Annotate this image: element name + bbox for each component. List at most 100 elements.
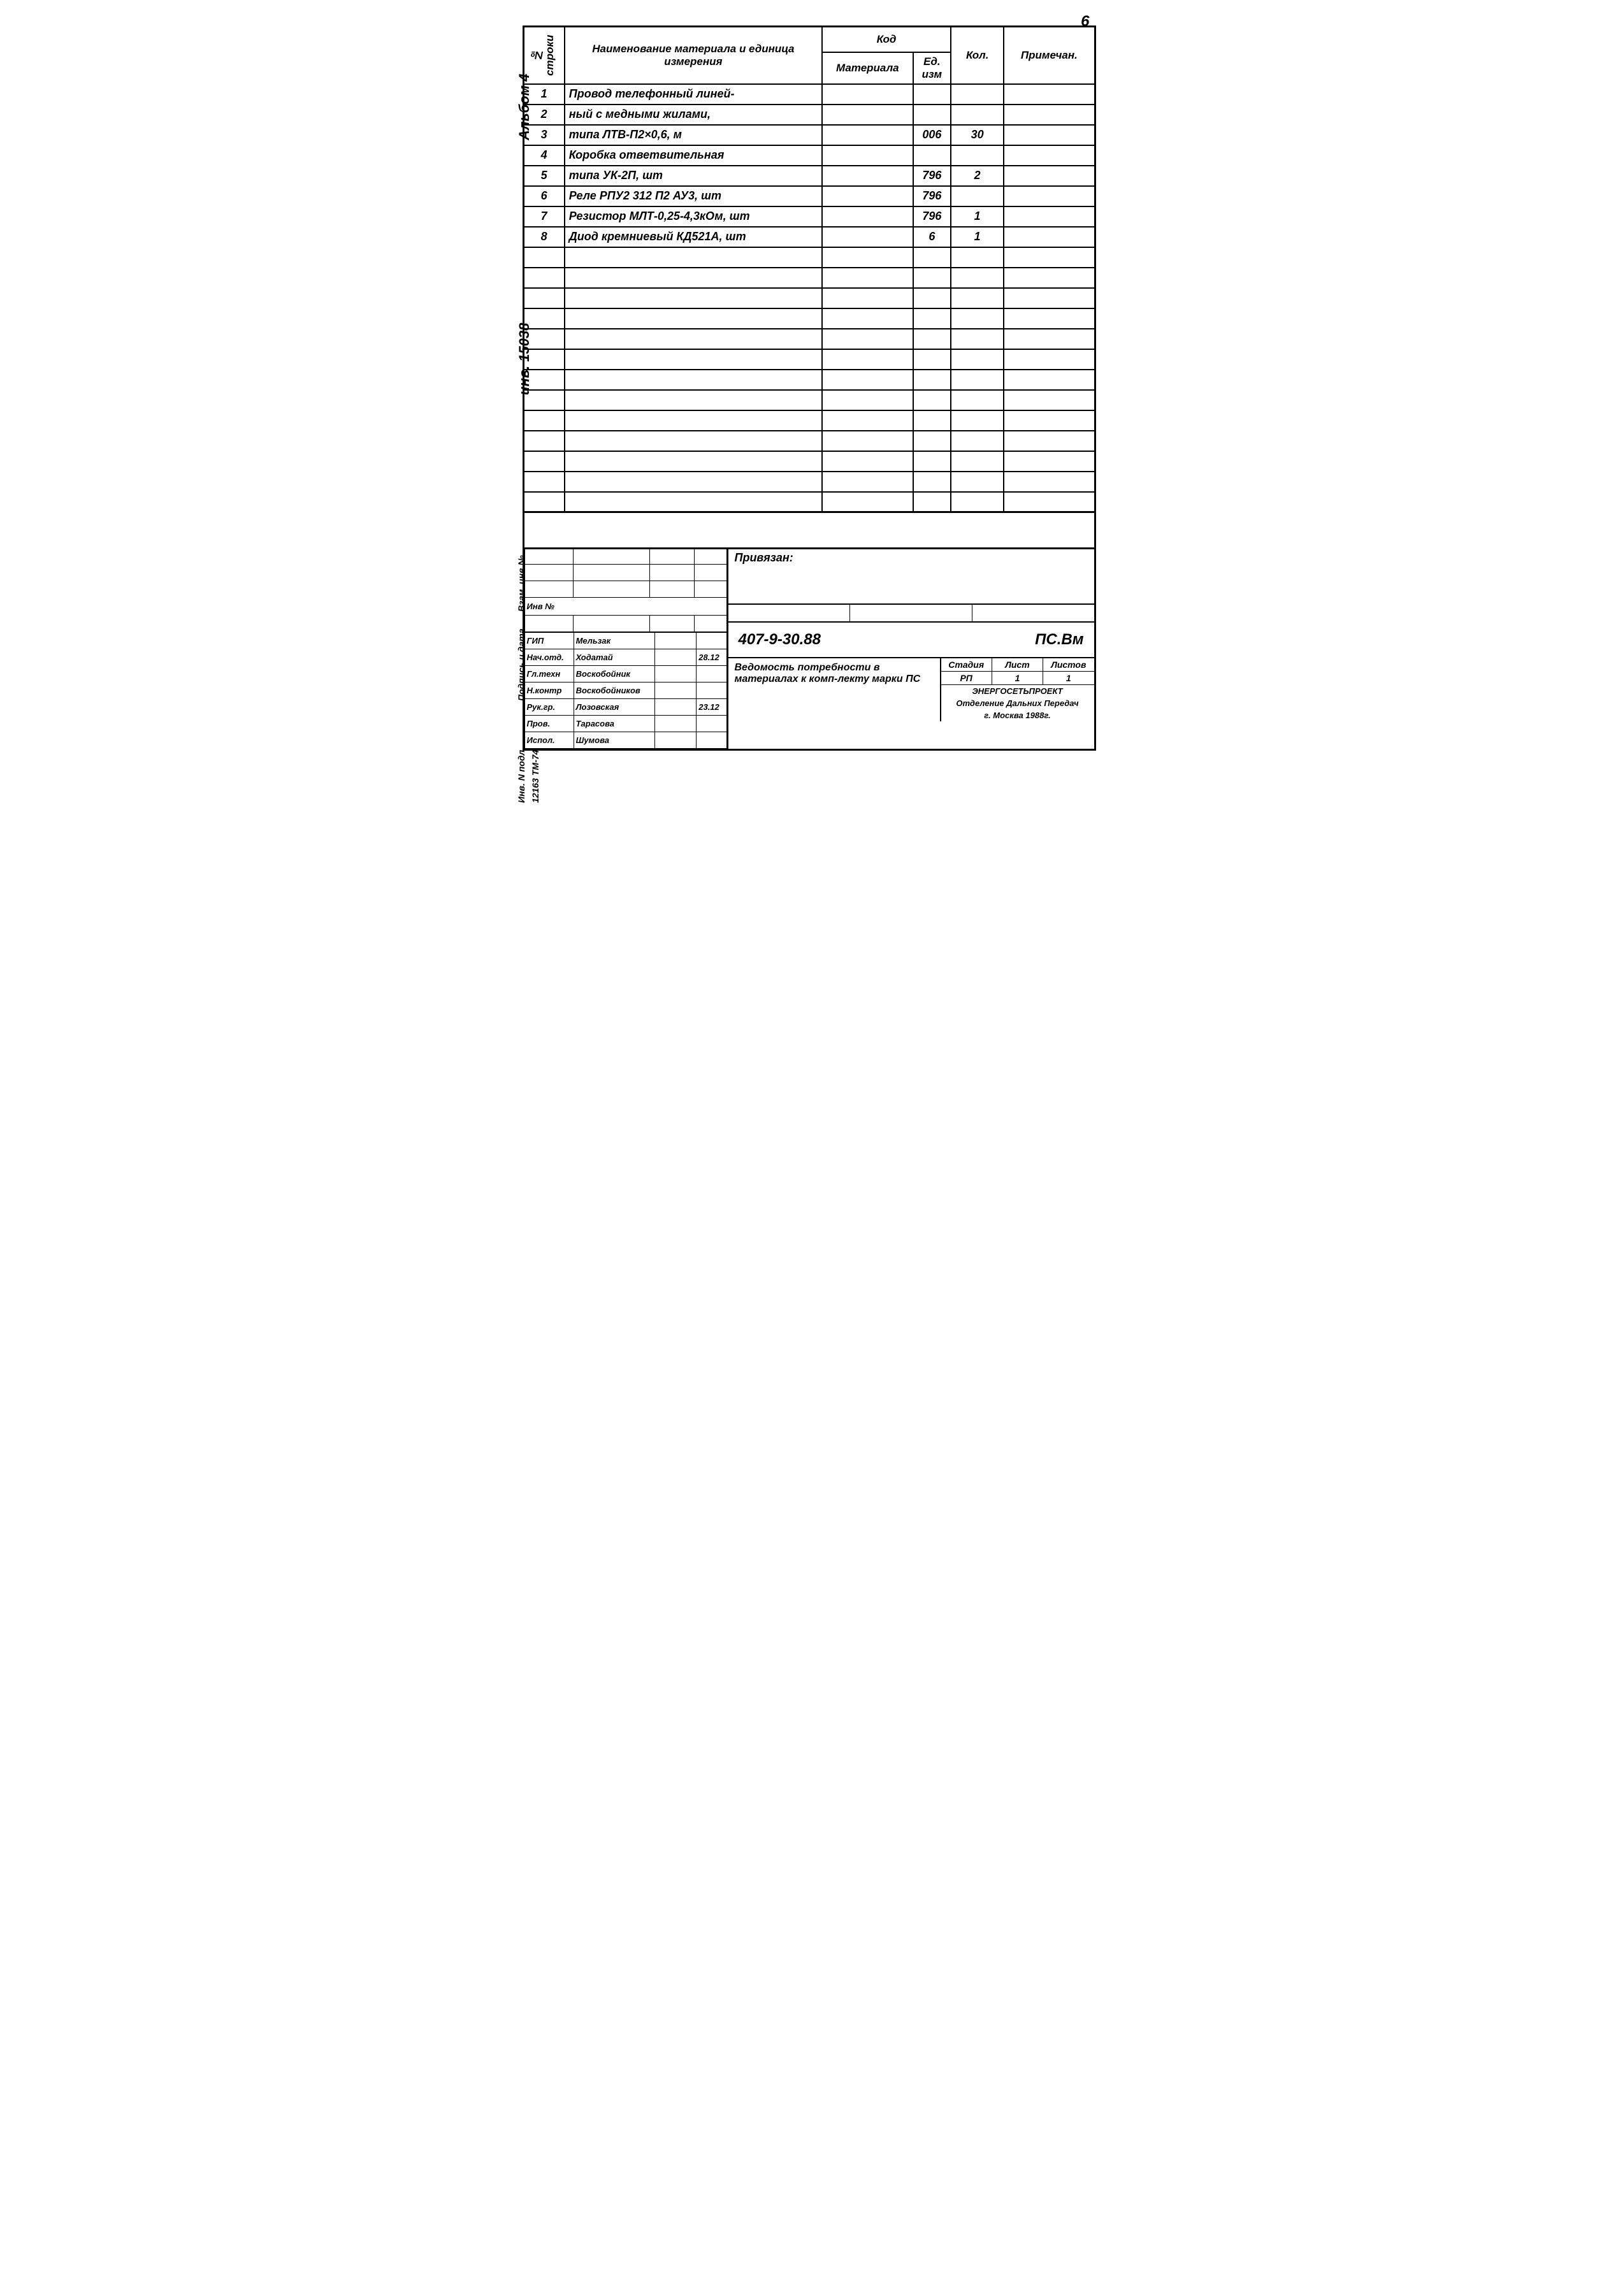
col-header-num: № строки xyxy=(523,27,565,84)
sig-role: Пров. xyxy=(524,716,574,732)
sig-role: Испол. xyxy=(524,732,574,749)
cell-note xyxy=(1004,227,1095,247)
cell-qty xyxy=(951,105,1004,125)
sig-name: Тарасова xyxy=(574,716,655,732)
table-row: 7 Резистор МЛТ-0,25-4,3кОм, шт 796 1 xyxy=(523,206,1095,227)
sig-sign xyxy=(655,649,697,666)
col-header-qty: Кол. xyxy=(951,27,1004,84)
signature-row: Рук.гр. Лозовская 23.12 xyxy=(524,699,726,716)
upper-sig-grid: Инв № xyxy=(524,547,727,632)
sig-name: Мельзак xyxy=(574,633,655,649)
table-row: 4 Коробка ответвительная xyxy=(523,145,1095,166)
table-row xyxy=(523,370,1095,390)
cell-name: Диод кремниевый КД521А, шт xyxy=(565,227,822,247)
privyazan-section: Привязан: xyxy=(728,547,1094,605)
cell-note xyxy=(1004,145,1095,166)
signature-row: Пров. Тарасова xyxy=(524,716,726,732)
cell-material xyxy=(822,84,913,105)
cell-unit: 796 xyxy=(913,206,951,227)
signatures-table: ГИП Мельзак Нач.отд. Ходатай 28.12 Гл.те… xyxy=(524,632,727,749)
cell-name: Резистор МЛТ-0,25-4,3кОм, шт xyxy=(565,206,822,227)
cell-unit xyxy=(913,84,951,105)
table-row xyxy=(523,451,1095,472)
side-label-inv: инв. 15038 xyxy=(516,323,533,395)
table-row xyxy=(523,410,1095,431)
privyazan-label: Привязан: xyxy=(735,551,793,565)
meta-sheet-h: Лист xyxy=(992,658,1043,671)
sig-role: Н.контр xyxy=(524,682,574,699)
cell-unit xyxy=(913,145,951,166)
cell-qty xyxy=(951,145,1004,166)
cell-note xyxy=(1004,206,1095,227)
side-label-podpis: Подпись и дата xyxy=(516,629,526,701)
table-row xyxy=(523,268,1095,288)
sig-date: 23.12 xyxy=(697,699,726,716)
meta-sheets-h: Листов xyxy=(1043,658,1094,671)
cell-qty: 1 xyxy=(951,227,1004,247)
sig-name: Ходатай xyxy=(574,649,655,666)
cell-name: ный с медными жилами, xyxy=(565,105,822,125)
doc-code-section: 407-9-30.88 ПС.Вм xyxy=(728,623,1094,658)
meta-stage-h: Стадия xyxy=(941,658,992,671)
cell-name: Коробка ответвительная xyxy=(565,145,822,166)
cell-name: типа УК-2П, шт xyxy=(565,166,822,186)
cell-qty xyxy=(951,84,1004,105)
page-container: 6 Альбом 4 инв. 15038 Взам. инв № Подпис… xyxy=(523,25,1096,751)
sig-role: Нач.отд. xyxy=(524,649,574,666)
meta-sheets: 1 xyxy=(1043,672,1094,684)
meta-org: ЭНЕРГОСЕТЬПРОЕКТ xyxy=(941,685,1094,697)
sig-date xyxy=(697,633,726,649)
table-row xyxy=(523,329,1095,349)
table-row xyxy=(523,472,1095,492)
cell-note xyxy=(1004,186,1095,206)
doc-meta: Стадия Лист Листов РП 1 1 ЭНЕРГОСЕТЬПРОЕ… xyxy=(941,658,1094,721)
meta-stage: РП xyxy=(941,672,992,684)
signature-row: Н.контр Воскобойников xyxy=(524,682,726,699)
table-row: 6 Реле РПУ2 312 П2 АУ3, шт 796 xyxy=(523,186,1095,206)
cell-material xyxy=(822,186,913,206)
side-label-invpodl: Инв. N подл. xyxy=(516,747,526,803)
meta-dept: Отделение Дальних Передач xyxy=(941,697,1094,709)
table-row xyxy=(523,431,1095,451)
sig-sign xyxy=(655,682,697,699)
cell-qty: 30 xyxy=(951,125,1004,145)
col-header-note: Примечан. xyxy=(1004,27,1095,84)
cell-name: Провод телефонный линей- xyxy=(565,84,822,105)
side-doc-code: 12163 ТМ-74 xyxy=(530,750,540,803)
table-row: 2 ный с медными жилами, xyxy=(523,105,1095,125)
table-row: 5 типа УК-2П, шт 796 2 xyxy=(523,166,1095,186)
title-block-right: Привязан: 407-9-30.88 ПС.Вм Ведомость по… xyxy=(728,547,1094,749)
cell-note xyxy=(1004,166,1095,186)
doc-code: 407-9-30.88 xyxy=(739,631,821,649)
doc-title-section: Ведомость потребности в материалах к ком… xyxy=(728,658,1094,721)
sig-date xyxy=(697,666,726,682)
cell-qty: 1 xyxy=(951,206,1004,227)
signature-row: Испол. Шумова xyxy=(524,732,726,749)
col-header-material: Материала xyxy=(822,52,913,84)
doc-suffix: ПС.Вм xyxy=(1035,631,1083,649)
cell-unit: 006 xyxy=(913,125,951,145)
meta-sheet: 1 xyxy=(992,672,1043,684)
col-header-name: Наименование материала и единица измерен… xyxy=(565,27,822,84)
cell-material xyxy=(822,166,913,186)
table-row xyxy=(523,390,1095,410)
doc-title: Ведомость потребности в материалах к ком… xyxy=(728,658,941,721)
sig-name: Шумова xyxy=(574,732,655,749)
page-number: 6 xyxy=(1081,13,1089,31)
col-header-code: Код xyxy=(822,27,951,52)
table-row xyxy=(523,308,1095,329)
sig-sign xyxy=(655,699,697,716)
cell-material xyxy=(822,105,913,125)
inv-number-label: Инв № xyxy=(524,598,726,616)
cell-unit: 796 xyxy=(913,166,951,186)
sig-sign xyxy=(655,732,697,749)
cell-num: 8 xyxy=(523,227,565,247)
col-header-unit: Ед. изм xyxy=(913,52,951,84)
cell-unit xyxy=(913,105,951,125)
signature-row: Нач.отд. Ходатай 28.12 xyxy=(524,649,726,666)
cell-qty xyxy=(951,186,1004,206)
sig-name: Лозовская xyxy=(574,699,655,716)
cell-qty: 2 xyxy=(951,166,1004,186)
title-block: Инв № ГИП Мельзак Нач.отд. Ходатай 28.12… xyxy=(523,547,1096,751)
table-row xyxy=(523,349,1095,370)
